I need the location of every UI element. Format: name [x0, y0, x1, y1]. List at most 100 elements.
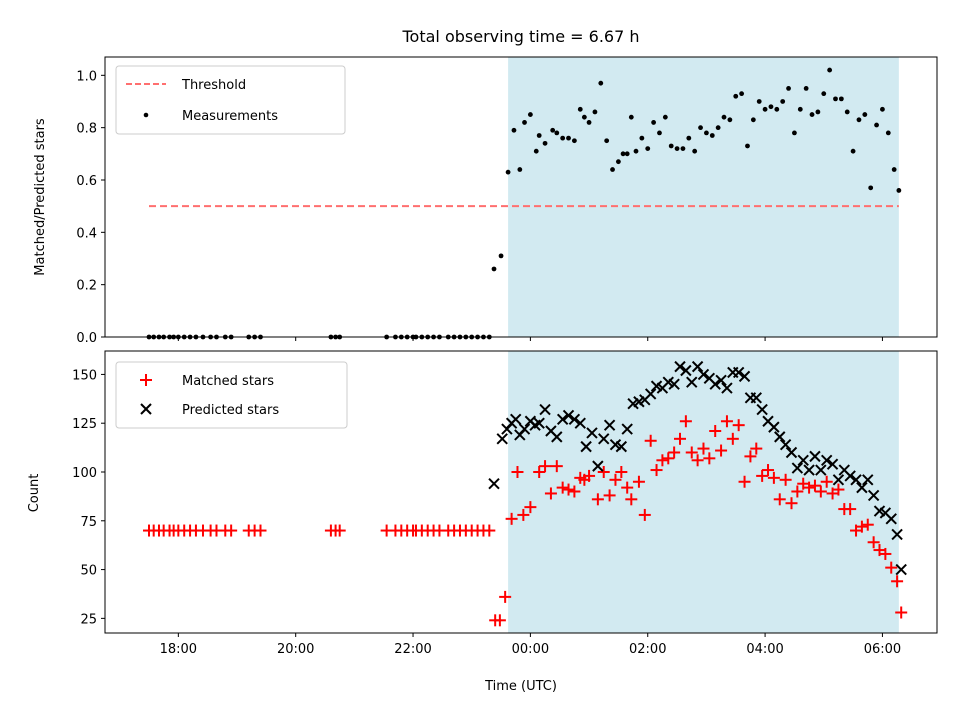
measurement-point	[727, 117, 733, 123]
matched-point	[533, 465, 546, 478]
measurement-point	[536, 133, 542, 138]
measurement-point	[639, 135, 645, 141]
measurement-point	[756, 99, 762, 104]
matched-point	[511, 465, 524, 478]
measurement-point	[550, 127, 556, 133]
predicted-point	[574, 417, 586, 429]
predicted-point	[779, 438, 792, 451]
matched-point	[562, 483, 575, 496]
measurement-point	[821, 91, 827, 97]
matched-point	[597, 465, 610, 478]
predicted-point	[592, 460, 604, 472]
measurement-point	[633, 148, 639, 154]
measurement-point	[745, 143, 750, 149]
measurement-point	[581, 114, 587, 120]
measurement-point	[542, 140, 548, 146]
matched-point	[539, 460, 552, 473]
legend-measurements-label: Measurements	[182, 109, 278, 124]
matched-point	[844, 503, 857, 516]
predicted-point	[826, 458, 839, 470]
measurement-point	[498, 253, 504, 259]
y-tick-label: 0.8	[76, 122, 97, 137]
bottom-panel-frame	[104, 350, 938, 634]
predicted-point	[680, 364, 692, 377]
x-tick-label: 20:00	[277, 642, 314, 657]
top-panel-shade	[508, 57, 899, 337]
predicted-point	[533, 417, 545, 429]
legend-predicted-label: Predicted stars	[182, 403, 279, 418]
measurement-point	[662, 114, 668, 120]
predicted-point	[709, 378, 721, 390]
matched-point	[544, 487, 557, 500]
chart-title: Total observing time = 6.67 h	[401, 27, 639, 46]
matched-point	[879, 547, 892, 560]
measurement-point	[721, 114, 727, 120]
matched-point	[517, 508, 530, 521]
measurement-point	[645, 146, 651, 151]
matched-point	[679, 415, 692, 428]
predicted-point	[496, 433, 508, 445]
measurement-point	[762, 106, 768, 112]
predicted-point	[856, 481, 868, 494]
measurement-point	[527, 112, 533, 117]
measurement-point	[874, 122, 879, 128]
y-tick-label: 0.6	[76, 174, 97, 189]
predicted-point	[862, 474, 874, 486]
matched-point	[773, 493, 786, 506]
legend-matched-label: Matched stars	[182, 374, 274, 389]
matched-point	[885, 561, 898, 574]
predicted-point	[832, 474, 845, 486]
matched-point	[814, 485, 827, 498]
measurement-point	[586, 120, 592, 125]
measurement-point	[827, 67, 833, 73]
matched-point	[756, 469, 769, 482]
matched-point	[791, 485, 804, 498]
matched-point	[867, 536, 880, 549]
predicted-point	[621, 423, 633, 435]
top-legend-box	[115, 65, 346, 135]
measurement-point	[803, 86, 809, 91]
measurement-point	[850, 148, 856, 154]
measurement-point	[715, 125, 721, 131]
measurement-point	[856, 117, 862, 123]
matched-point	[583, 469, 596, 482]
matched-point	[720, 415, 733, 428]
matched-point	[703, 452, 716, 465]
matched-point	[603, 489, 616, 502]
measurement-point	[891, 167, 897, 172]
matched-point	[709, 425, 722, 438]
x-tick-label: 02:00	[629, 642, 666, 657]
predicted-point	[539, 403, 551, 416]
predicted-point	[815, 464, 827, 476]
y-tick-label: 125	[72, 417, 97, 432]
matched-point	[625, 493, 638, 506]
y-tick-label: 100	[72, 466, 97, 481]
measurement-point	[615, 159, 621, 165]
predicted-point	[738, 370, 751, 383]
predicted-point	[510, 413, 522, 426]
legend-matched-swatch	[140, 374, 152, 386]
measurement-point	[592, 109, 598, 115]
bottom-y-axis-label: Count	[27, 474, 42, 513]
matched-point	[744, 450, 757, 463]
measurement-point	[739, 91, 745, 97]
predicted-point	[715, 374, 727, 386]
y-tick-label: 75	[80, 515, 97, 530]
matched-point	[333, 524, 346, 537]
predicted-point	[774, 431, 786, 443]
predicted-point	[803, 464, 815, 476]
measurement-point	[709, 133, 715, 138]
predicted-point	[568, 413, 581, 426]
top-legend: Threshold Measurements	[115, 65, 346, 135]
predicted-point	[586, 427, 598, 439]
predicted-point	[562, 409, 575, 422]
matched-point	[556, 481, 569, 494]
predicted-point	[809, 450, 821, 463]
matched-point	[483, 524, 496, 537]
matched-point	[225, 524, 238, 537]
measurement-point	[674, 146, 680, 151]
matched-point	[861, 518, 874, 531]
predicted-point	[551, 431, 563, 443]
measurement-point	[505, 169, 511, 175]
matched-point	[767, 471, 780, 484]
